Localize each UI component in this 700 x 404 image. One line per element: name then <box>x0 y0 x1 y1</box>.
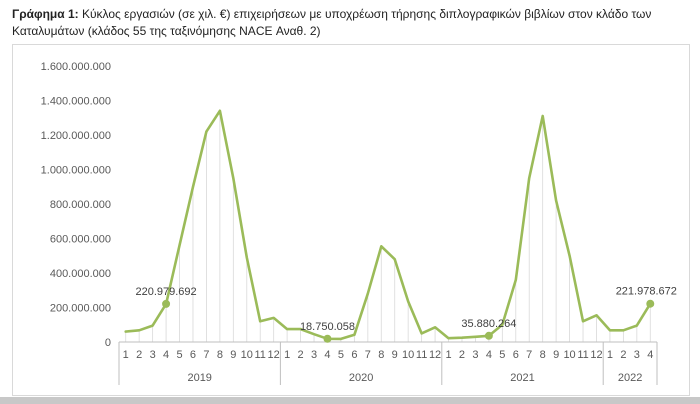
x-tick-label: 5 <box>176 349 182 361</box>
x-tick-label: 2 <box>298 349 304 361</box>
data-label: 35.880.264 <box>461 318 516 330</box>
data-label: 18.750.058 <box>300 321 355 333</box>
chart-caption: Γράφημα 1: Κύκλος εργασιών (σε χιλ. €) ε… <box>12 6 692 40</box>
x-tick-label: 8 <box>217 349 223 361</box>
caption-text: Κύκλος εργασιών (σε χιλ. €) επιχειρήσεων… <box>12 7 652 38</box>
data-label: 220.979.692 <box>135 286 196 298</box>
chart-frame: 0 200.000.000 400.000.000 600.000.000 800.00… <box>12 44 690 396</box>
x-tick-label: 1 <box>445 349 451 361</box>
x-tick-label: 6 <box>513 349 519 361</box>
x-tick-label: 5 <box>338 349 344 361</box>
x-tick-label: 11 <box>416 349 427 361</box>
x-tick-label: 8 <box>540 349 546 361</box>
x-tick-label: 10 <box>402 349 414 361</box>
year-label: 2022 <box>618 372 642 384</box>
x-tick-label: 5 <box>499 349 505 361</box>
x-tick-label: 4 <box>647 349 653 361</box>
caption-label: Γράφημα 1: <box>12 7 79 21</box>
data-point <box>646 299 655 308</box>
x-tick-label: 2 <box>136 349 142 361</box>
data-point <box>484 331 493 340</box>
y-tick-label: 600.000.000 <box>50 234 111 246</box>
x-tick-label: 11 <box>255 349 266 361</box>
x-tick-label: 7 <box>365 349 371 361</box>
x-tick-label: 6 <box>351 349 357 361</box>
x-tick-label: 1 <box>284 349 290 361</box>
y-tick-label: 1.600.000.000 <box>41 61 111 73</box>
x-tick-label: 4 <box>486 349 492 361</box>
x-tick-label: 8 <box>378 349 384 361</box>
y-tick-label: 1.000.000.000 <box>41 165 111 177</box>
y-tick-label: 0 <box>105 337 111 349</box>
year-label: 2021 <box>510 372 534 384</box>
x-tick-label: 9 <box>230 349 236 361</box>
x-tick-label: 3 <box>472 349 478 361</box>
y-tick-label: 200.000.000 <box>50 303 111 315</box>
y-tick-label: 1.400.000.000 <box>41 96 111 108</box>
x-tick-label: 9 <box>392 349 398 361</box>
bottom-divider <box>0 397 700 404</box>
x-tick-label: 3 <box>311 349 317 361</box>
x-tick-label: 2 <box>459 349 465 361</box>
x-tick-label: 11 <box>577 349 588 361</box>
x-tick-label: 1 <box>607 349 613 361</box>
x-tick-label: 10 <box>563 349 575 361</box>
data-point <box>162 299 171 308</box>
x-tick-label: 3 <box>634 349 640 361</box>
x-tick-label: 3 <box>150 349 156 361</box>
data-point <box>323 334 332 343</box>
x-tick-label: 2 <box>620 349 626 361</box>
year-label: 2020 <box>349 372 373 384</box>
data-label: 221.978.672 <box>616 286 677 298</box>
y-tick-label: 1.200.000.000 <box>41 130 111 142</box>
x-tick-label: 6 <box>190 349 196 361</box>
x-tick-label: 12 <box>429 349 441 361</box>
x-tick-label: 9 <box>553 349 559 361</box>
x-tick-label: 4 <box>163 349 169 361</box>
x-tick-label: 7 <box>203 349 209 361</box>
x-tick-label: 4 <box>324 349 330 361</box>
y-tick-label: 800.000.000 <box>50 199 111 211</box>
series-line <box>124 109 652 341</box>
x-tick-label: 12 <box>590 349 602 361</box>
x-tick-label: 12 <box>268 349 280 361</box>
y-tick-label: 400.000.000 <box>50 268 111 280</box>
x-tick-label: 10 <box>241 349 253 361</box>
x-tick-label: 7 <box>526 349 532 361</box>
turnover-line-chart: 0 200.000.000 400.000.000 600.000.000 800.00… <box>41 61 677 385</box>
year-label: 2019 <box>187 372 211 384</box>
x-tick-label: 1 <box>123 349 129 361</box>
